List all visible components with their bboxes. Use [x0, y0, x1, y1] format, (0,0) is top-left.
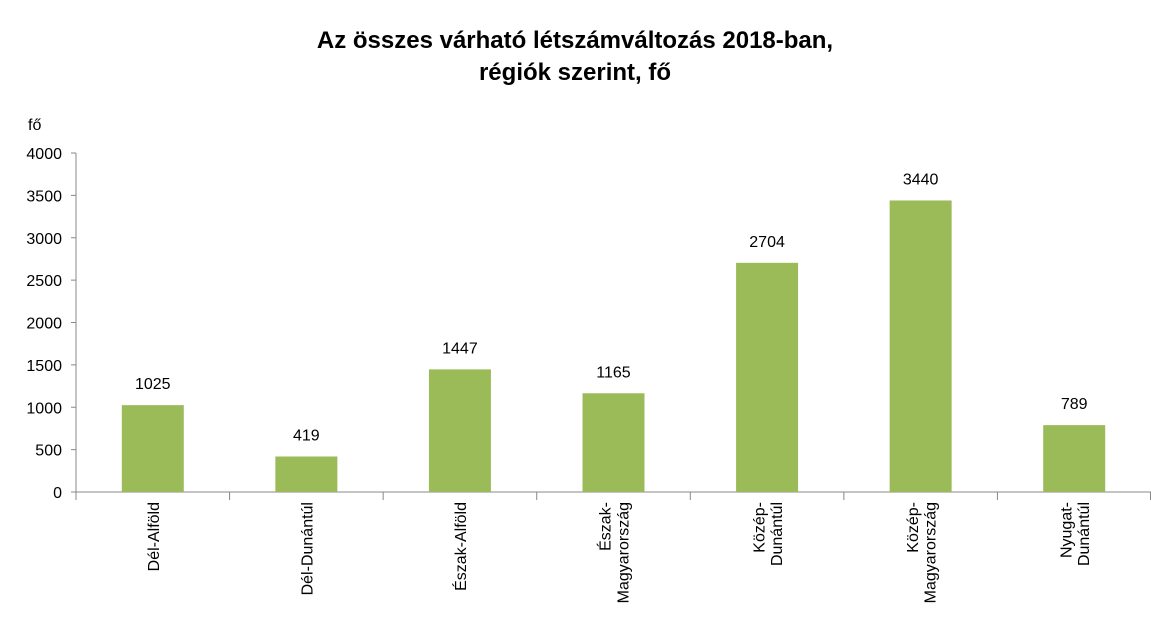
bar	[275, 456, 338, 492]
y-tick-label: 4000	[26, 146, 62, 163]
x-tick-label: Észak-Magyarország	[596, 502, 633, 603]
y-axis-label: fő	[28, 117, 41, 134]
bar	[582, 393, 645, 492]
x-tick-label: Dél-Dunántúl	[299, 502, 316, 595]
x-tick-label: Közép-Dunántúl	[751, 502, 786, 566]
y-tick-label: 2500	[26, 273, 62, 290]
bar	[1043, 425, 1106, 492]
x-tick-label: Közép-Magyarország	[905, 502, 940, 603]
x-tick-label: Észak-Alföld	[451, 502, 470, 591]
value-label: 3440	[903, 171, 939, 188]
x-tick-label: Dél-Alföld	[146, 502, 163, 571]
value-label: 419	[293, 427, 320, 444]
y-tick-label: 1000	[26, 400, 62, 417]
y-tick-label: 3000	[26, 231, 62, 248]
value-label: 2704	[749, 234, 785, 251]
value-label: 789	[1061, 396, 1088, 413]
y-tick-label: 500	[35, 443, 62, 460]
bar	[121, 405, 184, 492]
bar	[736, 262, 799, 492]
value-label: 1165	[596, 364, 631, 381]
x-tick-label: Nyugat-Dunántúl	[1058, 502, 1093, 566]
y-tick-label: 3500	[26, 188, 62, 205]
value-label: 1447	[442, 340, 478, 357]
bar	[428, 369, 491, 492]
chart-title: Az összes várható létszámváltozás 2018-b…	[317, 27, 833, 54]
chart-title: régiók szerint, fő	[479, 59, 671, 86]
y-tick-label: 1500	[26, 358, 62, 375]
y-tick-label: 2000	[26, 316, 62, 333]
bar	[889, 200, 952, 492]
y-tick-label: 0	[53, 485, 62, 502]
value-label: 1025	[135, 376, 171, 393]
